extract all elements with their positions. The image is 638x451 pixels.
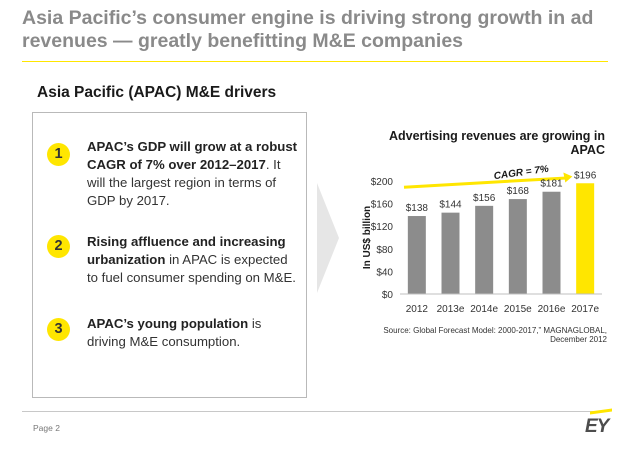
driver-text: in APAC is expected to fuel consumer spe…	[87, 252, 296, 285]
driver-bold-text: APAC’s GDP will grow at a robust CAGR of…	[87, 139, 298, 172]
driver-item: APAC’s GDP will grow at a robust CAGR of…	[87, 138, 299, 210]
driver-text: . It will the largest region in terms of…	[87, 157, 281, 208]
x-tick-label: 2014e	[470, 304, 498, 315]
y-tick-label: $160	[371, 200, 394, 211]
x-tick-label: 2017e	[571, 304, 599, 315]
y-tick-label: $0	[382, 290, 394, 301]
bar	[441, 212, 460, 294]
section-heading: Asia Pacific (APAC) M&E drivers	[37, 84, 277, 101]
driver-number-badge: 2	[47, 235, 70, 258]
y-axis-label: In US$ billion	[362, 206, 373, 269]
cagr-arrow-head	[563, 172, 573, 183]
bar	[508, 199, 527, 294]
y-tick-label: $200	[371, 177, 394, 188]
bar-value-label: $144	[439, 200, 462, 211]
y-tick-label: $120	[371, 222, 394, 233]
driver-bold-text: Rising affluence and increasing urbaniza…	[87, 234, 286, 267]
driver-item: APAC’s young population is driving M&E c…	[87, 315, 299, 351]
bar-value-label: $196	[574, 170, 597, 181]
title-divider	[22, 61, 608, 62]
x-tick-label: 2016e	[538, 304, 566, 315]
x-tick-label: 2013e	[437, 304, 465, 315]
chart-title: Advertising revenues are growing in APAC	[388, 129, 605, 157]
driver-number-badge: 1	[47, 143, 70, 166]
logo-accent-bar	[590, 408, 612, 415]
ey-logo: EY	[585, 416, 609, 437]
driver-bold-text: APAC’s young population	[87, 316, 249, 331]
bar-value-label: $181	[540, 179, 563, 190]
driver-text: is driving M&E consumption.	[87, 316, 262, 349]
slide-title: Asia Pacific’s consumer engine is drivin…	[22, 7, 594, 52]
bar	[407, 216, 426, 294]
bar-value-label: $156	[473, 193, 496, 204]
x-tick-label: 2015e	[504, 304, 532, 315]
drivers-panel	[32, 112, 307, 398]
driver-number-badge: 3	[47, 318, 70, 341]
bar-value-label: $138	[406, 203, 429, 214]
bar	[542, 191, 561, 294]
x-tick-label: 2012	[406, 304, 429, 315]
footer-divider	[22, 411, 608, 412]
driver-item: Rising affluence and increasing urbaniza…	[87, 233, 299, 287]
chevron-arrow-icon	[317, 183, 341, 298]
bar	[576, 183, 595, 294]
page-number: Page 2	[33, 423, 60, 433]
bar-value-label: $168	[507, 186, 530, 197]
cagr-arrow-line	[403, 176, 567, 189]
chart-source: Source: Global Forecast Model: 2000-2017…	[383, 326, 607, 344]
y-tick-label: $40	[376, 267, 393, 278]
y-tick-label: $80	[376, 245, 393, 256]
bar	[475, 205, 494, 294]
